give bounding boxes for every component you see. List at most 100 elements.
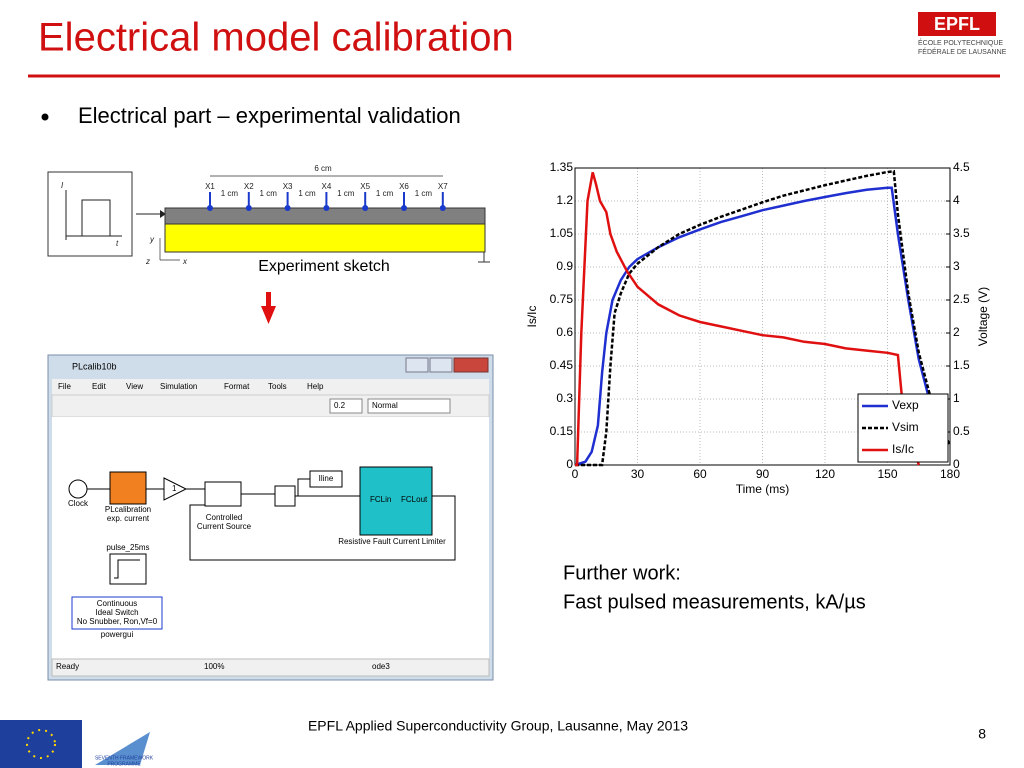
window-title: PLcalib10b <box>72 361 117 371</box>
probe-label: X5 <box>360 182 370 191</box>
stop-time: 0.2 <box>334 401 346 410</box>
plot-frame <box>574 167 951 466</box>
menu-item[interactable]: Tools <box>268 382 287 391</box>
x-tick-label: 60 <box>693 467 707 481</box>
y-tick-label: 1.2 <box>556 193 573 207</box>
probe-tip <box>401 205 407 211</box>
simulink-window: PLcalib10b File Edit View Simulation Format T… <box>47 354 494 681</box>
x-axis-label: Time (ms) <box>736 482 790 496</box>
status: ode3 <box>372 662 390 671</box>
probe-tip <box>362 205 369 211</box>
spacing-label: 1 cm <box>260 189 278 198</box>
page-number: 8 <box>978 726 986 742</box>
probe-label: X2 <box>244 182 254 191</box>
menu-item[interactable]: View <box>126 382 143 391</box>
block-label: Clock <box>68 499 89 508</box>
x-tick-label: 30 <box>631 467 645 481</box>
mode: Normal <box>372 401 398 410</box>
menu-item[interactable]: Edit <box>92 382 107 391</box>
axis-label: I <box>61 181 64 190</box>
dim-label: 6 cm <box>314 164 332 173</box>
min-button[interactable] <box>405 357 429 373</box>
probe-label: X1 <box>205 182 215 191</box>
fcl-block <box>359 466 433 536</box>
port-label: FCLout <box>401 495 428 504</box>
block-label: 1 <box>172 484 177 493</box>
fp7-label: SEVENTH FRAMEWORK <box>95 755 154 761</box>
logo-sub: ÉCOLE POLYTECHNIQUE <box>918 38 1003 47</box>
block-label: Current Source <box>197 522 252 531</box>
bullet: Electrical part – experimental validatio… <box>78 103 461 128</box>
y-tick-label: 0.9 <box>556 259 573 273</box>
block-label: Controlled <box>206 513 242 522</box>
y2-tick-label: 3.5 <box>953 226 970 240</box>
y-tick-label: 0.15 <box>550 424 574 438</box>
y2-tick-label: 4.5 <box>953 160 970 174</box>
title: Electrical model calibration <box>38 16 514 60</box>
y-tick-label: 0.45 <box>550 358 574 372</box>
fp7-label: PROGRAMME <box>107 761 141 767</box>
eu-stars <box>26 729 56 759</box>
series-line <box>575 172 921 467</box>
y2-tick-label: 0 <box>953 457 960 471</box>
statusbar <box>51 658 490 677</box>
spacing-label: 1 cm <box>337 189 355 198</box>
iline-block <box>309 470 343 488</box>
bullet-dot <box>41 113 49 121</box>
pulse-icon <box>114 559 140 579</box>
y-tick-label: 0.6 <box>556 325 573 339</box>
y-axis-label: Is/Ic <box>525 305 539 327</box>
block-label: powergui <box>101 630 134 639</box>
stop-time-field[interactable] <box>329 398 363 414</box>
y-tick-label: 0.3 <box>556 391 573 405</box>
y-tick-label: 1.35 <box>550 160 574 174</box>
legend-label: Vsim <box>892 420 919 434</box>
down-arrow <box>266 292 271 308</box>
spacing-label: 1 cm <box>415 189 433 198</box>
footer-text: EPFL Applied Superconductivity Group, La… <box>308 718 688 734</box>
block-label: exp. current <box>107 514 150 523</box>
block-label: No Snubber, Ron,Vf=0 <box>77 617 158 626</box>
y2-tick-label: 2 <box>953 325 960 339</box>
y-tick-label: 1.05 <box>550 226 574 240</box>
probe-label: X4 <box>322 182 332 191</box>
chart: 0 30 60 90 120 150 18000.150.30.450.60.750.91.… <box>525 160 990 496</box>
axis-label: z <box>145 257 150 266</box>
x-tick-label: 180 <box>940 467 960 481</box>
mode-select[interactable] <box>367 398 451 414</box>
wire <box>189 495 456 561</box>
probe-tip <box>439 205 446 211</box>
port-label: FCLin <box>370 495 391 504</box>
menu-item[interactable]: Format <box>224 382 250 391</box>
probe-label: X7 <box>438 182 448 191</box>
y2-tick-label: 2.5 <box>953 292 970 306</box>
probe-label: X6 <box>399 182 409 191</box>
status: 100% <box>204 662 224 671</box>
menubar <box>52 379 489 395</box>
y2-tick-label: 4 <box>953 193 960 207</box>
spacing-label: 1 cm <box>221 189 239 198</box>
logo-sub: FÉDÉRALE DE LAUSANNE <box>918 47 1007 56</box>
max-button[interactable] <box>429 357 453 373</box>
y-tick-label: 0 <box>566 457 573 471</box>
series-line <box>574 186 947 467</box>
legend-label: Is/Ic <box>892 442 914 456</box>
menu-item[interactable]: Simulation <box>160 382 197 391</box>
x-tick-label: 150 <box>877 467 897 481</box>
block-label: Resistive Fault Current Limiter <box>338 537 446 546</box>
probe-tip <box>207 205 213 211</box>
tape <box>164 223 486 253</box>
spacing-label: 1 cm <box>298 189 316 198</box>
pulse-box <box>47 171 133 257</box>
logo: EPFL <box>934 14 980 34</box>
spacing-label: 1 cm <box>376 189 394 198</box>
axis-label: t <box>116 239 119 248</box>
status: Ready <box>56 662 79 671</box>
y2-tick-label: 3 <box>953 259 960 273</box>
menu-item[interactable]: File <box>58 382 71 391</box>
menu-item[interactable]: Help <box>307 382 324 391</box>
source-block <box>109 471 147 505</box>
block-label: pulse_25ms <box>106 543 149 552</box>
close-button[interactable] <box>453 357 489 373</box>
eu-flag <box>0 720 82 768</box>
